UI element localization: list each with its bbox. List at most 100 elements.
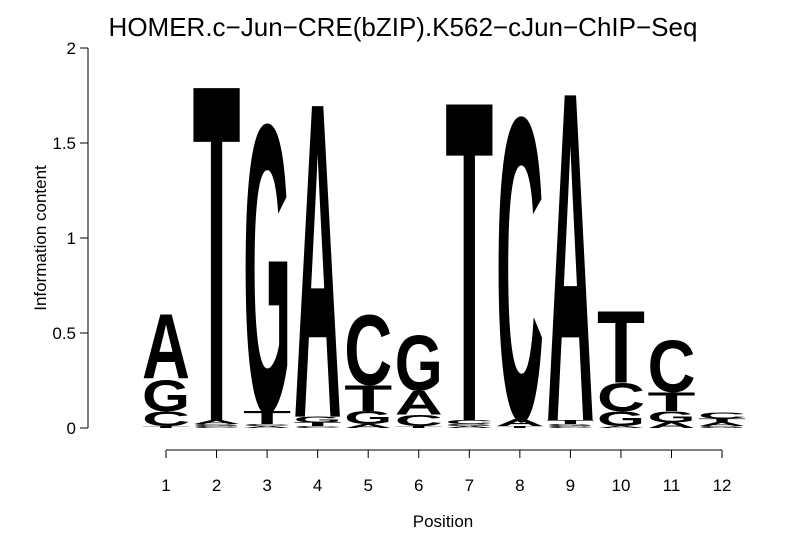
- x-axis-label: Position: [413, 512, 473, 531]
- letter: G: [243, 40, 291, 499]
- letter-group: C: [193, 426, 241, 429]
- letter-group: C: [142, 407, 190, 431]
- letter-group: G: [395, 320, 443, 408]
- letter: A: [344, 423, 392, 429]
- letter-group: G: [698, 426, 746, 429]
- letter-group: C: [597, 375, 645, 420]
- letter-group: G: [445, 424, 493, 427]
- letter: C: [698, 411, 746, 420]
- y-axis-label: Information content: [31, 165, 50, 311]
- y-tick-label: 1.5: [52, 134, 76, 153]
- letter: A: [193, 419, 241, 425]
- letter: C: [294, 426, 342, 429]
- letter-group: T: [445, 5, 493, 518]
- letter: C: [193, 426, 241, 429]
- y-tick-label: 2: [67, 39, 76, 58]
- letter: G: [597, 407, 645, 431]
- letter: A: [597, 426, 645, 429]
- letter: C: [648, 325, 696, 408]
- letter-group: G: [648, 408, 696, 426]
- letter: T: [193, 0, 241, 524]
- letter-group: T: [294, 421, 342, 427]
- letter: G: [193, 424, 241, 427]
- letter: G: [142, 371, 190, 421]
- letter-group: A: [395, 384, 443, 422]
- letter: C: [546, 426, 594, 429]
- letter-group: A: [294, 9, 342, 513]
- x-tick-label: 12: [713, 476, 732, 495]
- letter: A: [243, 426, 291, 429]
- letter: T: [344, 378, 392, 420]
- y-tick-label: 0: [67, 419, 76, 438]
- letter-group: C: [698, 411, 746, 420]
- letter-group: G: [294, 415, 342, 424]
- letter-group: G: [597, 407, 645, 431]
- letter-group: A: [445, 426, 493, 429]
- letter-group: T: [648, 387, 696, 416]
- letter: A: [496, 417, 544, 429]
- letter: G: [395, 320, 443, 408]
- y-tick-label: 1: [67, 229, 76, 248]
- letter: T: [698, 418, 746, 424]
- letter: G: [546, 424, 594, 427]
- letter-group: A: [142, 296, 190, 399]
- letter-group: G: [193, 424, 241, 427]
- letter-group: A: [546, 0, 594, 521]
- letter: A: [648, 421, 696, 430]
- letter-group: T: [344, 378, 392, 420]
- letter-group: G: [546, 424, 594, 427]
- letter: C: [344, 295, 392, 407]
- letter-group: T: [395, 426, 443, 429]
- letter-group: C: [243, 424, 291, 427]
- letter: G: [344, 408, 392, 429]
- letter: G: [648, 408, 696, 426]
- letter: A: [445, 426, 493, 429]
- letter: A: [395, 384, 443, 422]
- letter-group: A: [648, 421, 696, 430]
- x-tick-label: 7: [465, 476, 474, 495]
- letter-group: A: [243, 426, 291, 429]
- letter: T: [294, 421, 342, 427]
- letter-group: C: [648, 325, 696, 408]
- x-tick-label: 11: [663, 476, 681, 495]
- letter: T: [496, 426, 544, 429]
- letter: T: [445, 5, 493, 518]
- letter-group: C: [496, 27, 544, 511]
- letter-group: C: [344, 295, 392, 407]
- x-tick-label: 6: [414, 476, 423, 495]
- letter: A: [546, 0, 594, 521]
- letter: C: [445, 419, 493, 425]
- x-tick-label: 3: [262, 476, 271, 495]
- letter: A: [142, 296, 190, 399]
- letter: A: [698, 421, 746, 427]
- letter: C: [243, 424, 291, 427]
- letter-group: A: [344, 423, 392, 429]
- letter: T: [243, 408, 291, 429]
- letter: G: [445, 424, 493, 427]
- x-tick-label: 5: [363, 476, 372, 495]
- letter-group: T: [698, 418, 746, 424]
- x-tick-label: 4: [313, 476, 322, 495]
- y-tick-label: 0.5: [52, 324, 76, 343]
- letter-group: T: [243, 408, 291, 429]
- letter: T: [597, 290, 645, 405]
- letter-group: A: [496, 417, 544, 429]
- letter: C: [496, 27, 544, 511]
- letter: C: [142, 407, 190, 431]
- letter: T: [395, 426, 443, 429]
- letter-group: G: [344, 408, 392, 429]
- letter-group: A: [698, 421, 746, 427]
- letter-group: G: [142, 371, 190, 421]
- letter: T: [142, 426, 190, 429]
- letter-group: C: [294, 426, 342, 429]
- letter: G: [294, 415, 342, 424]
- letter: C: [597, 375, 645, 420]
- letter-group: T: [193, 0, 241, 524]
- letter-group: C: [395, 412, 443, 430]
- letter-group: A: [597, 426, 645, 429]
- letter-group: A: [193, 419, 241, 425]
- x-tick-label: 10: [611, 476, 630, 495]
- letter-group: T: [142, 426, 190, 429]
- x-tick-label: 8: [515, 476, 524, 495]
